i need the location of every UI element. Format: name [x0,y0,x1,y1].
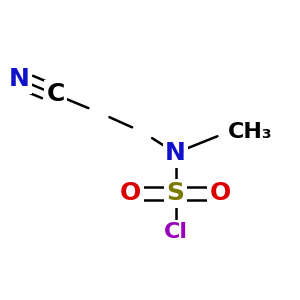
Text: C: C [46,82,65,106]
Text: N: N [9,68,30,92]
Text: CH₃: CH₃ [228,122,273,142]
Text: Cl: Cl [164,223,188,242]
Text: N: N [165,141,186,165]
Text: O: O [210,182,231,206]
Text: S: S [167,182,184,206]
Text: O: O [120,182,141,206]
